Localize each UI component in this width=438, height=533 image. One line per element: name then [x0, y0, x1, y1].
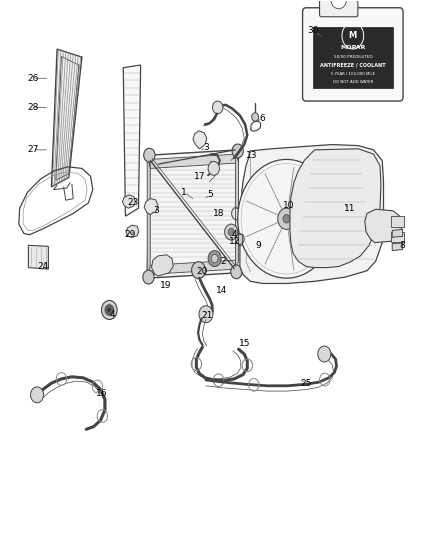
Circle shape [105, 305, 114, 316]
Bar [235, 208, 239, 219]
Text: 23: 23 [127, 198, 139, 207]
Text: 25: 25 [300, 378, 312, 387]
Circle shape [331, 0, 346, 9]
Polygon shape [240, 144, 384, 284]
Polygon shape [122, 195, 135, 208]
Circle shape [102, 301, 117, 319]
Text: 21: 21 [201, 311, 212, 320]
Circle shape [231, 265, 242, 279]
Polygon shape [147, 155, 150, 278]
Text: 13: 13 [246, 151, 258, 160]
Text: 14: 14 [215, 286, 227, 295]
Bar [391, 216, 404, 227]
Text: 6: 6 [260, 114, 265, 123]
Circle shape [212, 101, 223, 114]
Text: 15: 15 [239, 339, 251, 348]
Text: 29: 29 [124, 230, 135, 239]
Polygon shape [147, 150, 239, 278]
Circle shape [228, 228, 234, 236]
Text: 5: 5 [208, 190, 213, 199]
Polygon shape [28, 245, 48, 269]
Circle shape [236, 233, 244, 244]
Circle shape [238, 159, 335, 278]
Text: 4: 4 [231, 230, 237, 239]
Text: 1: 1 [181, 188, 187, 197]
Text: 30: 30 [307, 26, 318, 35]
Polygon shape [148, 260, 236, 274]
Text: 9: 9 [255, 241, 261, 250]
Text: 16: 16 [96, 389, 107, 398]
Text: 12: 12 [229, 237, 240, 246]
Polygon shape [290, 149, 381, 268]
Circle shape [191, 262, 205, 279]
Polygon shape [392, 243, 403, 251]
Text: 26: 26 [27, 74, 39, 83]
Text: DO NOT ADD WATER: DO NOT ADD WATER [332, 79, 373, 84]
Circle shape [31, 387, 44, 403]
Text: 10: 10 [283, 201, 294, 210]
Text: 2: 2 [221, 257, 226, 265]
Text: 18: 18 [213, 209, 225, 218]
Polygon shape [123, 65, 141, 216]
Text: 3: 3 [203, 143, 209, 152]
Text: 24: 24 [37, 262, 48, 271]
Polygon shape [193, 131, 207, 149]
FancyBboxPatch shape [313, 27, 392, 88]
Polygon shape [144, 199, 158, 215]
Polygon shape [126, 225, 139, 237]
Polygon shape [392, 229, 403, 237]
Circle shape [108, 308, 111, 312]
Text: 8: 8 [399, 241, 405, 250]
Polygon shape [51, 49, 82, 187]
Circle shape [208, 251, 221, 266]
Text: 3: 3 [153, 206, 159, 215]
Circle shape [199, 306, 213, 322]
Circle shape [225, 224, 238, 240]
Circle shape [143, 270, 154, 284]
Circle shape [278, 208, 295, 229]
Polygon shape [150, 154, 237, 168]
Circle shape [232, 144, 244, 158]
FancyBboxPatch shape [320, 0, 358, 17]
Text: MOPAR: MOPAR [340, 45, 366, 50]
Circle shape [211, 254, 218, 263]
Bar [391, 231, 404, 242]
FancyBboxPatch shape [303, 8, 403, 101]
Text: 11: 11 [344, 204, 355, 213]
Polygon shape [152, 255, 173, 276]
Polygon shape [365, 209, 402, 243]
Text: 17: 17 [194, 172, 205, 181]
Text: 5 YEAR / 100,000 MILE: 5 YEAR / 100,000 MILE [331, 72, 375, 76]
Text: ANTIFREEZE / COOLANT: ANTIFREEZE / COOLANT [320, 63, 385, 68]
Circle shape [232, 207, 242, 220]
Text: 50/50 PREDILUTED: 50/50 PREDILUTED [333, 55, 372, 59]
Circle shape [283, 215, 290, 223]
Text: 28: 28 [27, 103, 39, 112]
Polygon shape [236, 150, 239, 273]
Text: 4: 4 [110, 310, 115, 319]
Bar [238, 233, 242, 245]
Circle shape [208, 161, 219, 175]
Circle shape [318, 346, 331, 362]
Circle shape [252, 113, 258, 121]
Text: 27: 27 [27, 146, 39, 155]
Circle shape [144, 148, 155, 162]
Text: M: M [349, 31, 357, 41]
Text: 20: 20 [196, 268, 207, 276]
Text: 19: 19 [160, 280, 172, 289]
